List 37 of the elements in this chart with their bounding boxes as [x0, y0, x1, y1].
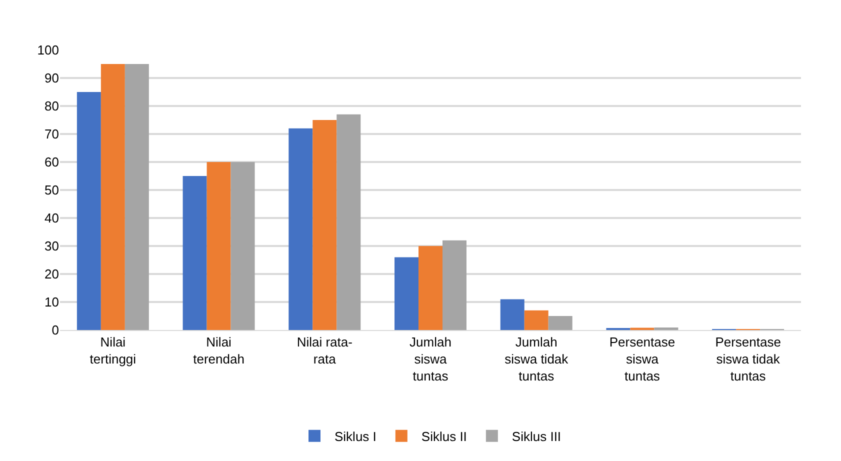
y-tick-label: 80: [44, 98, 59, 114]
x-tick-label: Persentase siswa tuntas: [609, 334, 676, 384]
bar: [124, 64, 149, 330]
y-tick-label: 70: [44, 126, 59, 142]
legend-label: Siklus II: [421, 428, 467, 444]
legend-label: Siklus III: [512, 428, 562, 444]
x-tick-label: Jumlah siswa tuntas: [410, 334, 452, 384]
y-tick-label: 40: [44, 210, 59, 226]
x-tick-label: Nilai terendah: [193, 334, 244, 366]
x-tick-label: Persentase siswa tidak tuntas: [715, 334, 781, 384]
bar: [654, 327, 678, 330]
y-tick-label: 90: [44, 70, 59, 86]
y-tick-label: 10: [44, 294, 59, 310]
bar: [288, 128, 313, 330]
bar: [394, 257, 418, 330]
bar: [524, 310, 548, 330]
bar: [312, 120, 337, 330]
y-tick-label: 60: [44, 154, 59, 170]
bar: [442, 240, 466, 330]
bar: [76, 92, 101, 330]
bar: [548, 316, 572, 330]
bar: [206, 162, 231, 330]
y-tick-label: 50: [44, 182, 59, 198]
x-tick-label: Jumlah siswa tidak tuntas: [504, 334, 569, 384]
legend-label: Siklus I: [334, 428, 376, 444]
bar: [336, 114, 361, 330]
y-tick-label: 20: [44, 266, 59, 282]
bar: [182, 176, 207, 330]
y-tick-label: 0: [52, 322, 59, 338]
x-tick-label: Nilai tertinggi: [90, 334, 136, 366]
bar: [100, 64, 125, 330]
y-tick-label: 30: [44, 238, 59, 254]
bar: [230, 162, 255, 330]
x-tick-label: Nilai rata-rata: [296, 334, 352, 366]
bar: [500, 299, 524, 330]
y-tick-label: 100: [37, 42, 59, 58]
bar: [418, 246, 442, 330]
